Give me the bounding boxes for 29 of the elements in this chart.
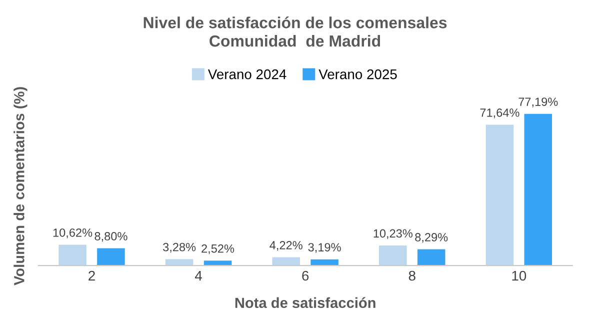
bar [524, 114, 552, 266]
x-tick-label: 8 [408, 270, 416, 281]
x-tick-label: 4 [194, 270, 202, 281]
bar [97, 248, 125, 266]
x-axis-title: Nota de satisfacción [235, 297, 376, 308]
data-label: 4,22% [270, 241, 302, 251]
bar [272, 257, 300, 266]
data-label: 10,23% [374, 229, 412, 239]
bar [204, 260, 232, 266]
data-label: 3,19% [308, 243, 341, 253]
x-tick-label: 6 [302, 270, 309, 281]
data-label: 8,80% [94, 232, 128, 242]
data-label: 8,29% [415, 233, 448, 243]
y-axis-title: Volumen de comentarios (%) [14, 87, 28, 286]
bar [486, 124, 514, 266]
x-tick-label: 2 [88, 270, 95, 281]
bar [417, 249, 446, 266]
legend-label: Verano 2025 [318, 69, 397, 80]
bar [58, 244, 86, 266]
bar [379, 245, 407, 266]
data-label: 71,64% [480, 108, 520, 118]
data-label: 3,28% [163, 242, 196, 253]
data-label: 77,19% [518, 98, 558, 108]
bar [165, 259, 194, 266]
chart-title: Nivel de satisfacción de los comensales Comunidad de Madrid [144, 16, 447, 47]
legend-label: Verano 2024 [208, 69, 286, 80]
data-label: 10,62% [53, 228, 92, 238]
data-label: 2,52% [202, 244, 234, 254]
x-tick-label: 10 [512, 270, 526, 281]
